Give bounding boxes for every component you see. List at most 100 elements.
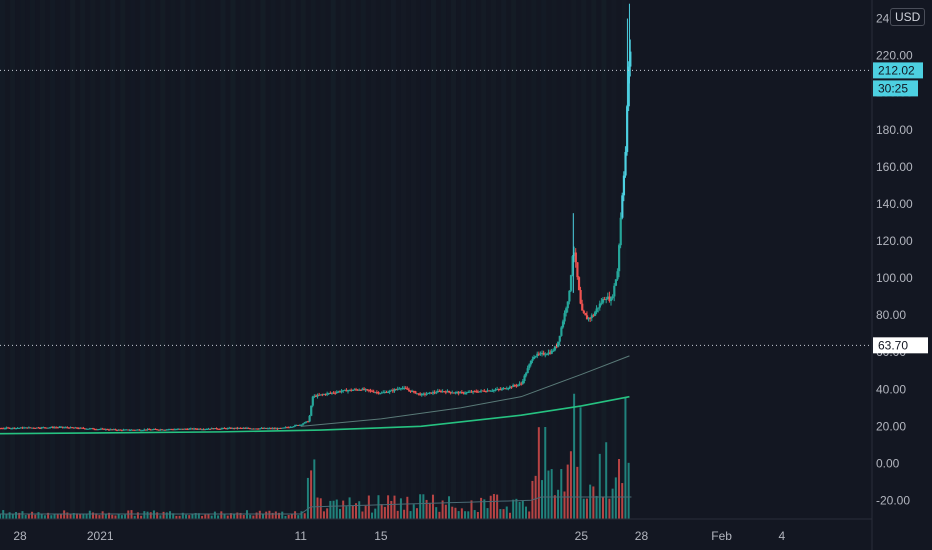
candle-body <box>276 428 279 430</box>
candle-body <box>390 390 393 392</box>
marker-price-tag: 63.70 <box>878 338 908 352</box>
candle-body <box>146 429 149 431</box>
candle-body <box>217 428 220 430</box>
volume-bar <box>271 512 274 519</box>
volume-bar <box>528 511 531 519</box>
volume-bar <box>297 515 300 519</box>
candle-body <box>401 388 404 390</box>
volume-bar <box>59 514 62 519</box>
candle-body <box>50 426 53 428</box>
volume-bar <box>120 515 123 519</box>
session-band <box>290 0 296 519</box>
volume-bar <box>393 495 396 519</box>
candle-body <box>10 428 13 430</box>
candle-body <box>58 426 61 428</box>
candle-body <box>51 426 55 428</box>
candle-body <box>510 386 513 388</box>
candle-body <box>119 429 122 431</box>
volume-bar <box>592 486 595 519</box>
candle-body <box>72 427 75 429</box>
candle-body <box>383 391 387 393</box>
candle-body <box>541 352 544 354</box>
volume-bar <box>627 462 630 519</box>
volume-bar <box>242 515 245 519</box>
candle-body <box>193 428 196 430</box>
candle-body <box>441 391 444 393</box>
session-band <box>471 0 477 519</box>
volume-bar <box>5 513 8 519</box>
candle-body <box>391 390 395 392</box>
candle-body <box>520 383 523 385</box>
candle-body <box>160 429 164 431</box>
volume-bar <box>396 510 399 519</box>
volume-bar <box>579 407 582 519</box>
volume-bar <box>217 515 220 519</box>
candle-body <box>558 335 561 342</box>
volume-bar <box>518 501 521 519</box>
candle-body <box>480 390 483 392</box>
currency-badge[interactable]: USD <box>890 8 926 26</box>
candle-body <box>624 151 627 176</box>
volume-bar <box>133 515 136 519</box>
volume-bar <box>98 515 101 519</box>
candle-body <box>225 428 228 430</box>
volume-bar <box>72 513 75 519</box>
candle-body <box>96 429 100 431</box>
volume-bar <box>50 515 53 519</box>
candle-body <box>464 393 467 395</box>
volume-bar <box>444 504 447 519</box>
candle-body <box>486 390 489 392</box>
x-tick-label: Feb <box>711 529 732 543</box>
candle-body <box>438 390 441 392</box>
candle-body <box>152 429 156 431</box>
session-band <box>30 0 36 519</box>
volume-bar <box>204 514 207 519</box>
candle-body <box>74 427 77 429</box>
candle-body <box>382 392 385 394</box>
volume-bar <box>419 494 422 519</box>
candle-body <box>569 275 573 291</box>
volume-bar <box>21 511 24 519</box>
volume-bar <box>364 505 367 519</box>
y-tick-label: 180.00 <box>876 123 913 137</box>
candle-body <box>34 427 37 429</box>
session-band <box>20 0 26 519</box>
volume-bar <box>489 495 492 519</box>
candle-body <box>321 394 324 396</box>
candle-body <box>483 390 486 392</box>
candle-body <box>159 429 162 431</box>
candle-body <box>488 390 491 392</box>
candle-body <box>164 429 167 431</box>
session-band <box>360 0 366 519</box>
candle-body <box>289 426 292 428</box>
candle-body <box>358 389 361 391</box>
candle-body <box>67 427 71 429</box>
session-band <box>180 0 186 519</box>
candle-body <box>258 428 261 430</box>
candle-body <box>316 394 319 397</box>
candle-body <box>282 427 286 429</box>
volume-bar <box>66 512 69 519</box>
candle-body <box>157 429 160 431</box>
volume-bar <box>262 513 265 519</box>
volume-bar <box>178 515 181 519</box>
candle-body <box>175 429 178 431</box>
candle-body <box>13 427 16 429</box>
volume-bar <box>268 510 271 519</box>
candle-body <box>167 429 170 431</box>
candle-body <box>98 429 101 431</box>
candle-body <box>318 394 321 396</box>
volume-bar <box>601 496 604 519</box>
candle-body <box>332 392 335 394</box>
candle-body <box>537 353 541 355</box>
volume-bar <box>351 505 354 519</box>
candle-body <box>191 428 194 430</box>
volume-bar <box>104 514 107 519</box>
countdown-tag-bg <box>873 80 918 97</box>
volume-bar <box>361 511 364 519</box>
moving-averages <box>0 355 630 435</box>
candle-body <box>448 390 451 392</box>
volume-bar <box>255 512 258 519</box>
candle-body <box>125 429 128 431</box>
